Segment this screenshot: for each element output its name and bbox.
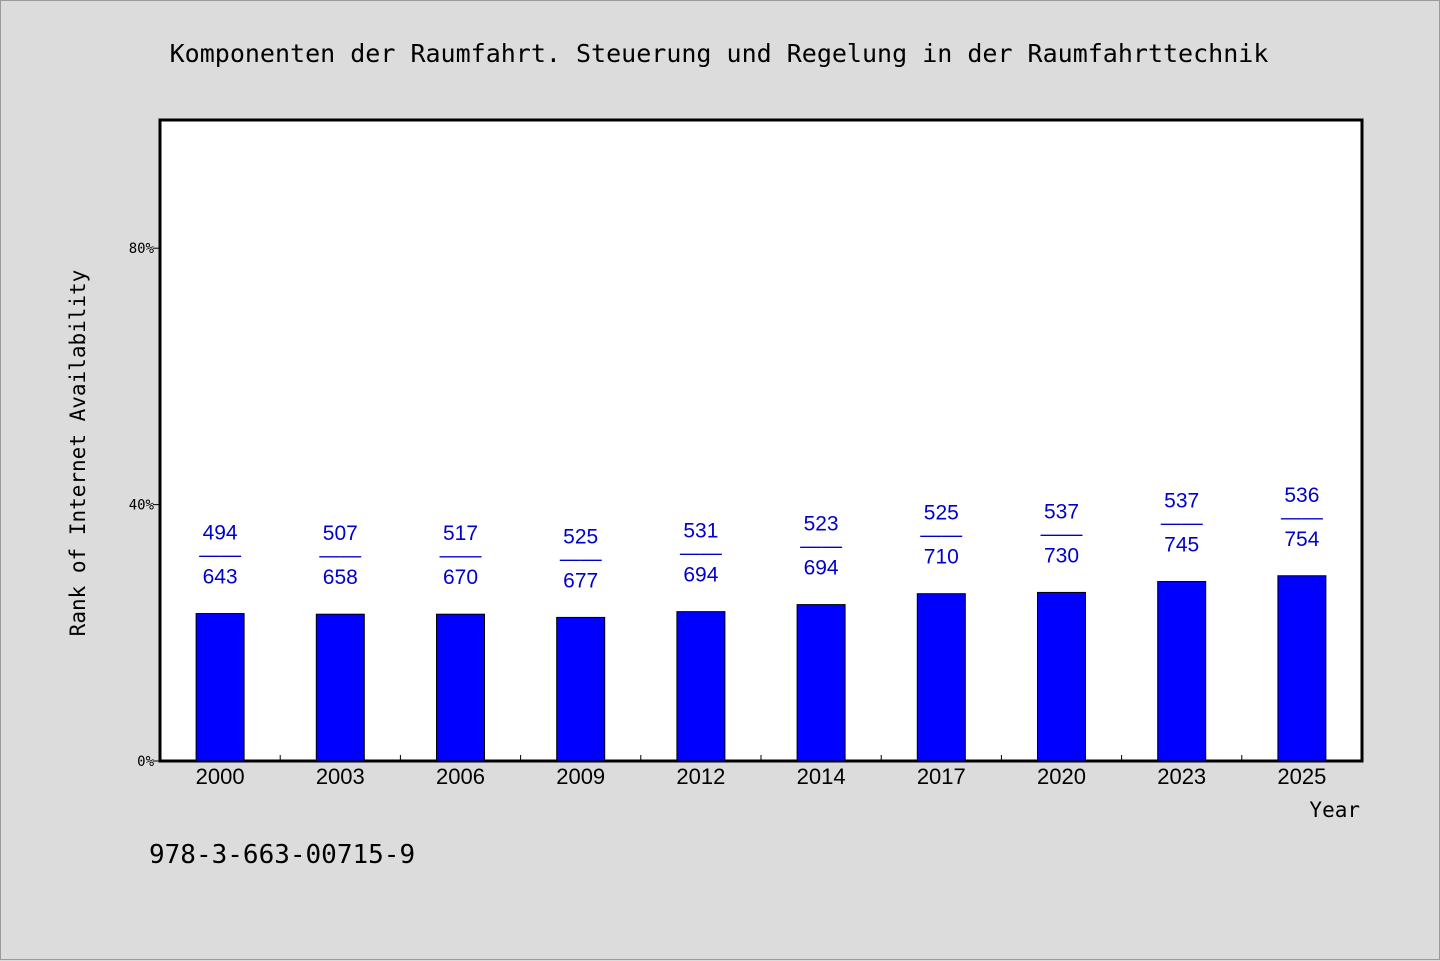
x-tick-label-2017: 2017	[917, 764, 966, 789]
bar-2020	[1037, 591, 1086, 762]
data-label-sep-2003: ——	[319, 544, 361, 567]
data-label-sep-2017: ——	[920, 524, 962, 547]
footnote-isbn: 978-3-663-00715-9	[149, 840, 415, 870]
data-label-bottom-2012: 694	[683, 564, 718, 587]
bar-2017	[916, 593, 966, 762]
data-label-sep-2006: ——	[440, 544, 482, 567]
data-label-bottom-2017: 710	[924, 546, 959, 569]
x-tick-label-2009: 2009	[556, 764, 605, 789]
data-labels: 2000494——6432003507——6582006517——6702009…	[196, 484, 1327, 789]
data-label-top-2025: 536	[1284, 484, 1319, 507]
y-tick-label-1: 40%	[129, 498, 155, 514]
data-label-top-2000: 494	[203, 522, 238, 545]
bar-2023	[1157, 581, 1207, 762]
data-label-top-2020: 537	[1044, 500, 1079, 523]
x-tick-label-2012: 2012	[676, 764, 725, 789]
data-label-bottom-2003: 658	[323, 566, 358, 589]
x-tick-label-2000: 2000	[196, 764, 245, 789]
chart-title: Komponenten der Raumfahrt. Steuerung und…	[170, 39, 1269, 68]
x-axis-label: Year	[1309, 798, 1360, 822]
axis-ticks: 0% 40% 80%	[129, 241, 1243, 770]
y-tick-label-2: 80%	[129, 241, 155, 257]
x-tick-label-2025: 2025	[1277, 764, 1326, 789]
data-label-bottom-2025: 754	[1284, 528, 1319, 551]
data-label-bottom-2014: 694	[804, 557, 839, 580]
x-tick-label-2003: 2003	[316, 764, 365, 789]
bar-2012	[676, 611, 726, 762]
data-label-bottom-2023: 745	[1164, 534, 1199, 557]
data-label-sep-2009: ——	[560, 547, 602, 570]
y-axis-label: Rank of Internet Availability	[66, 270, 90, 637]
y-tick-label-0: 0%	[137, 754, 154, 770]
data-label-sep-2014: ——	[800, 535, 842, 558]
data-label-top-2003: 507	[323, 522, 358, 545]
bar-2000	[195, 613, 245, 762]
data-label-top-2017: 525	[924, 502, 959, 525]
bar-2009	[556, 616, 606, 762]
data-label-top-2009: 525	[563, 525, 598, 548]
data-label-sep-2023: ——	[1161, 512, 1203, 535]
data-label-sep-2012: ——	[680, 542, 722, 565]
bar-2003	[315, 613, 365, 762]
data-label-sep-2025: ——	[1281, 506, 1323, 529]
data-label-bottom-2009: 677	[563, 569, 598, 592]
data-label-bottom-2006: 670	[443, 566, 478, 589]
x-tick-label-2020: 2020	[1037, 764, 1086, 789]
data-label-top-2023: 537	[1164, 490, 1199, 513]
bar-2025	[1277, 575, 1327, 762]
x-tick-label-2023: 2023	[1157, 764, 1206, 789]
data-label-sep-2000: ——	[199, 544, 241, 567]
bars	[195, 575, 1327, 762]
data-label-top-2006: 517	[443, 522, 478, 545]
data-label-bottom-2020: 730	[1044, 544, 1079, 567]
x-tick-label-2014: 2014	[797, 764, 846, 789]
data-label-sep-2020: ——	[1041, 522, 1083, 545]
x-tick-label-2006: 2006	[436, 764, 485, 789]
bar-2006	[436, 613, 485, 762]
data-label-top-2014: 523	[804, 513, 839, 536]
data-label-bottom-2000: 643	[203, 566, 238, 589]
data-label-top-2012: 531	[683, 520, 718, 543]
bar-2014	[796, 604, 846, 762]
